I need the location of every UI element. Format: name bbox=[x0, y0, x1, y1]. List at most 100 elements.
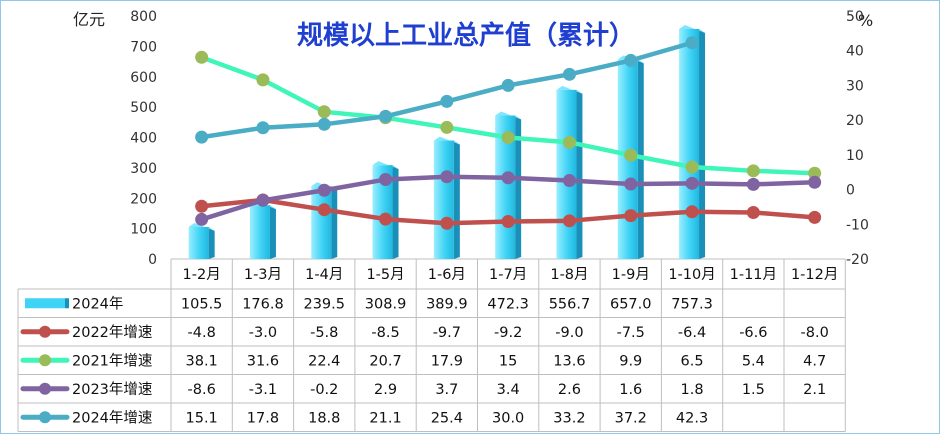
table-cell-value: 17.9 bbox=[431, 353, 463, 369]
table-cell-value: 15 bbox=[499, 353, 517, 369]
bar bbox=[188, 226, 209, 259]
category-label: 1-11月 bbox=[730, 267, 777, 283]
series-point bbox=[685, 36, 699, 50]
right-axis-tick: 40 bbox=[846, 44, 864, 60]
series-point bbox=[195, 50, 209, 64]
series-point bbox=[440, 120, 454, 134]
table-cell-value: -8.6 bbox=[188, 382, 216, 398]
table-cell-value: 3.7 bbox=[435, 382, 458, 398]
table-cell-value: 33.2 bbox=[553, 410, 585, 426]
series-point bbox=[195, 199, 209, 213]
series-point bbox=[379, 109, 393, 123]
table-cell-value: -7.5 bbox=[617, 325, 645, 341]
table-cell-value: 657.0 bbox=[610, 296, 652, 312]
table-cell-value: 757.3 bbox=[671, 296, 713, 312]
bar bbox=[249, 205, 270, 259]
legend-key-bar bbox=[25, 298, 65, 309]
table-cell-value: 37.2 bbox=[615, 410, 647, 426]
bar-side bbox=[208, 226, 215, 259]
table-cell-value: 30.0 bbox=[492, 410, 524, 426]
right-axis-tick: 20 bbox=[846, 113, 864, 129]
table-cell-value: 18.8 bbox=[308, 410, 340, 426]
series-point bbox=[624, 177, 638, 191]
left-axis-tick: 800 bbox=[130, 9, 157, 25]
table-cell-value: 472.3 bbox=[487, 296, 529, 312]
series-point bbox=[256, 193, 270, 207]
table-cell-value: 9.9 bbox=[619, 353, 642, 369]
table-cell-value: 6.5 bbox=[681, 353, 704, 369]
table-cell-value: -3.1 bbox=[249, 382, 277, 398]
legend-key-marker bbox=[39, 382, 51, 395]
series-point bbox=[808, 175, 822, 189]
right-axis-tick: 10 bbox=[846, 148, 864, 164]
table-cell-value: -3.0 bbox=[249, 325, 277, 341]
series-point bbox=[317, 183, 331, 197]
series-point bbox=[195, 130, 209, 144]
left-axis-tick: 600 bbox=[130, 70, 157, 86]
left-axis-tick: 300 bbox=[130, 161, 157, 177]
bar bbox=[311, 186, 332, 259]
legend-key-marker bbox=[39, 354, 51, 367]
series-point bbox=[685, 205, 699, 219]
table-cell-value: 308.9 bbox=[365, 296, 407, 312]
series-point bbox=[501, 215, 515, 229]
table-cell-value: -8.5 bbox=[371, 325, 399, 341]
series-point bbox=[256, 73, 270, 87]
left-axis-tick: 100 bbox=[130, 222, 157, 238]
left-axis-unit: 亿元 bbox=[73, 10, 105, 29]
table-cell-value: 1.5 bbox=[742, 382, 765, 398]
table-cell-value: 20.7 bbox=[369, 353, 401, 369]
series-point bbox=[317, 203, 331, 217]
legend-label: 2024年 bbox=[72, 295, 123, 312]
series-point bbox=[379, 212, 393, 226]
series-point bbox=[624, 209, 638, 223]
category-label: 1-6月 bbox=[428, 267, 466, 283]
series-point bbox=[317, 117, 331, 131]
series-point bbox=[562, 174, 576, 188]
right-axis-tick: -10 bbox=[846, 217, 869, 233]
left-axis-tick: 400 bbox=[130, 131, 157, 147]
table-cell-value: 105.5 bbox=[181, 296, 223, 312]
table-cell-value: -8.0 bbox=[801, 325, 829, 341]
series-point bbox=[379, 173, 393, 187]
right-axis-tick: 0 bbox=[846, 183, 855, 199]
series-point bbox=[195, 212, 209, 226]
legend-label: 2021年增速 bbox=[72, 352, 152, 369]
series-point bbox=[440, 170, 454, 184]
table-cell-value: 17.8 bbox=[247, 410, 279, 426]
table-cell-value: 239.5 bbox=[303, 296, 345, 312]
chart-title: 规模以上工业总产值（累计） bbox=[297, 21, 635, 51]
left-axis-tick: 200 bbox=[130, 191, 157, 207]
legend-key-bar-side bbox=[65, 298, 69, 309]
table-cell-value: 2.6 bbox=[558, 382, 581, 398]
table-cell-value: 389.9 bbox=[426, 296, 468, 312]
left-axis-tick: 0 bbox=[148, 252, 157, 268]
series-point bbox=[440, 94, 454, 108]
category-label: 1-4月 bbox=[305, 267, 343, 283]
category-label: 1-9月 bbox=[612, 267, 650, 283]
bar-top bbox=[679, 24, 706, 33]
category-label: 1-8月 bbox=[550, 267, 588, 283]
table-cell-value: 1.6 bbox=[619, 382, 642, 398]
series-point bbox=[746, 164, 760, 178]
legend-label: 2022年增速 bbox=[72, 324, 152, 341]
bar-side bbox=[392, 165, 399, 259]
table-cell-value: 15.1 bbox=[186, 410, 218, 426]
bar-side bbox=[699, 28, 706, 260]
data-table: 1-2月 1-3月 1-4月 1-5月 1-6月 1-7月 1-8月 1-9月 1-10月 1-1… bbox=[17, 258, 846, 432]
right-axis-tick: 50 bbox=[846, 9, 864, 25]
category-label: 1-7月 bbox=[489, 267, 527, 283]
series-point bbox=[808, 210, 822, 224]
series-point bbox=[256, 121, 270, 135]
series-point bbox=[562, 135, 576, 149]
table-cell-value: 21.1 bbox=[369, 410, 401, 426]
bar bbox=[679, 28, 700, 260]
series-point bbox=[501, 171, 515, 185]
table-cell-value: 38.1 bbox=[186, 353, 218, 369]
bar-side bbox=[453, 140, 460, 259]
series-point bbox=[562, 214, 576, 228]
left-axis-tick: 700 bbox=[130, 39, 157, 55]
category-label: 1-5月 bbox=[366, 267, 404, 283]
line-series bbox=[195, 36, 822, 230]
